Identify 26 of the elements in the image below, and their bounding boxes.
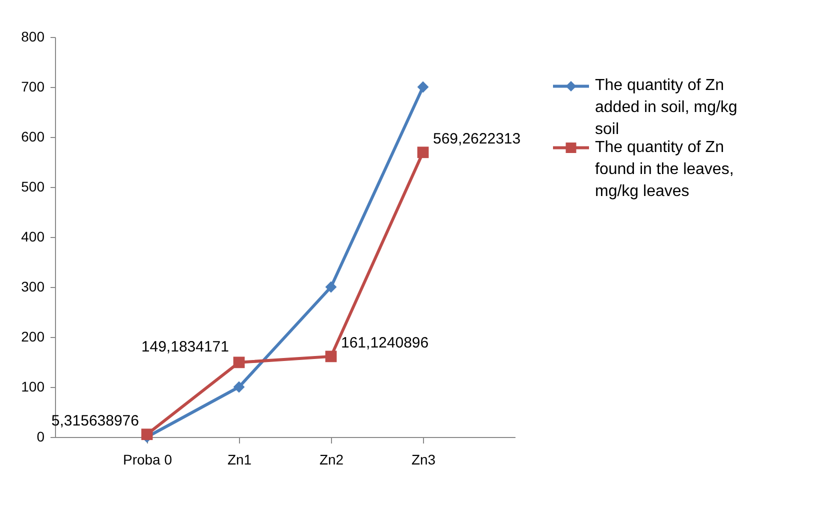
data-label: 161,1240896 (341, 334, 429, 352)
y-tick-label: 0 (36, 428, 45, 444)
point (325, 281, 337, 293)
point (141, 428, 153, 440)
y-tick-label: 600 (21, 128, 45, 144)
x-tick-label: Proba 0 (122, 452, 172, 468)
x-tick-label: Zn3 (411, 452, 436, 468)
y-tick-label: 300 (21, 278, 45, 294)
point (417, 81, 429, 93)
legend-label: The quantity of Zn found in the leaves, mg/kg leaves (595, 138, 734, 200)
point (233, 356, 245, 368)
data-label: 149,1834171 (141, 338, 229, 356)
y-tick-label: 100 (21, 378, 45, 394)
x-tick-label: Zn1 (227, 452, 252, 468)
x-tick-label: Zn2 (319, 452, 344, 468)
y-tick-label: 800 (21, 28, 45, 44)
y-tick-label: 200 (21, 328, 45, 344)
point (233, 381, 245, 393)
point (417, 146, 429, 158)
data-label: 569,2622313 (433, 130, 521, 148)
legend-label: The quantity of Zn added in soil, mg/kg soil (595, 77, 738, 138)
y-tick-label: 500 (21, 178, 45, 194)
data-label: 5,315638976 (51, 412, 139, 430)
point (325, 350, 337, 362)
y-tick-label: 400 (21, 228, 45, 244)
y-tick-label: 700 (21, 78, 45, 94)
